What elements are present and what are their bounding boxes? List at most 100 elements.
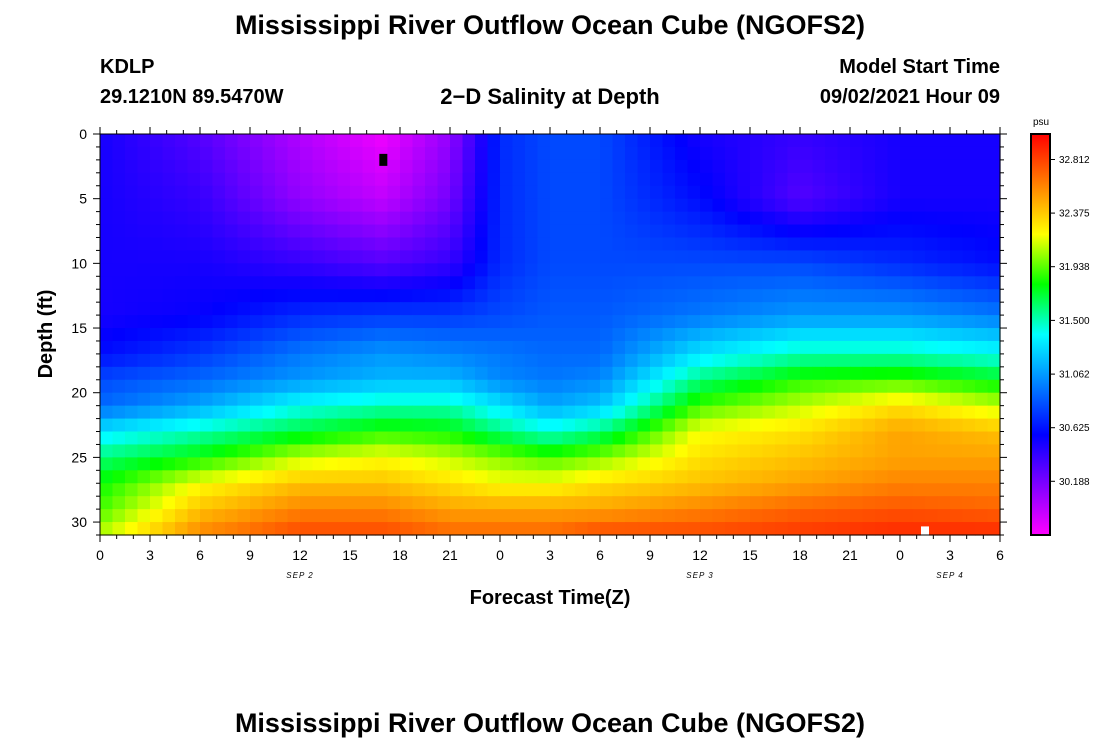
heatmap-cell (462, 146, 476, 161)
heatmap-cell (162, 289, 176, 303)
heatmap-cell (925, 496, 939, 510)
heatmap-cell (762, 159, 776, 174)
heatmap-cell (987, 276, 1001, 290)
heatmap-cell (250, 379, 264, 394)
heatmap-cell (312, 509, 326, 523)
heatmap-cell (487, 315, 501, 329)
heatmap-cell (787, 134, 801, 148)
heatmap-cell (787, 470, 801, 484)
heatmap-cell (500, 172, 514, 187)
heatmap-cell (675, 211, 689, 226)
heatmap-cell (800, 340, 814, 355)
heatmap-cell (312, 457, 326, 471)
heatmap-cell (337, 496, 351, 510)
heatmap-cell (962, 328, 976, 342)
heatmap-cell (150, 185, 164, 200)
heatmap-cell (437, 340, 451, 355)
heatmap-cell (625, 224, 639, 239)
heatmap-cell (362, 522, 376, 536)
heatmap-cell (562, 470, 576, 484)
heatmap-cell (125, 431, 139, 446)
heatmap-cell (950, 392, 964, 407)
heatmap-cell (612, 263, 626, 277)
heatmap-cell (912, 392, 926, 407)
x-tick-label: 0 (96, 547, 104, 563)
heatmap-cell (700, 250, 714, 264)
heatmap-cell (400, 418, 414, 433)
heatmap-cell (750, 509, 764, 523)
heatmap-cell (450, 405, 464, 420)
heatmap-cell (975, 340, 989, 355)
heatmap-cell (812, 366, 826, 381)
heatmap-cell (125, 276, 139, 290)
heatmap-cell (537, 340, 551, 355)
heatmap-cell (175, 496, 189, 510)
heatmap-cell (162, 250, 176, 264)
heatmap-cell (537, 353, 551, 368)
heatmap-cell (200, 159, 214, 174)
heatmap-cell (337, 457, 351, 471)
heatmap-cell (900, 496, 914, 510)
heatmap-cell (812, 146, 826, 161)
heatmap-cell (975, 315, 989, 329)
heatmap-cell (825, 224, 839, 239)
heatmap-cell (412, 496, 426, 510)
heatmap-cell (462, 237, 476, 252)
heatmap-cell (612, 392, 626, 407)
heatmap-cell (275, 392, 289, 407)
heatmap-cell (812, 328, 826, 342)
heatmap-cell (737, 315, 751, 329)
heatmap-cell (512, 315, 526, 329)
heatmap-cell (637, 353, 651, 368)
heatmap-cell (600, 328, 614, 342)
heatmap-cell (750, 172, 764, 187)
heatmap-cell (937, 353, 951, 368)
heatmap-cell (112, 224, 126, 239)
heatmap-cell (887, 134, 901, 148)
heatmap-cell (137, 198, 151, 213)
heatmap-cell (812, 340, 826, 355)
heatmap-cell (837, 263, 851, 277)
heatmap-cell (612, 470, 626, 484)
heatmap-cell (925, 340, 939, 355)
heatmap-cell (537, 250, 551, 264)
heatmap-cell (612, 444, 626, 458)
heatmap-cell (837, 289, 851, 303)
heatmap-cell (275, 146, 289, 161)
heatmap-cell (337, 289, 351, 303)
heatmap-cell (525, 392, 539, 407)
heatmap-cell (112, 146, 126, 161)
heatmap-cell (587, 198, 601, 213)
heatmap-cell (362, 379, 376, 394)
heatmap-cell (512, 302, 526, 316)
heatmap-cell (125, 185, 139, 200)
heatmap-cell (525, 302, 539, 316)
heatmap-cell (100, 418, 114, 433)
heatmap-cell (775, 198, 789, 213)
heatmap-cell (237, 211, 251, 226)
heatmap-cell (600, 237, 614, 252)
heatmap-cell (175, 172, 189, 187)
heatmap-cell (687, 289, 701, 303)
heatmap-cell (200, 353, 214, 368)
heatmap-cell (850, 470, 864, 484)
heatmap-cell (787, 250, 801, 264)
heatmap-cell (875, 418, 889, 433)
heatmap-cell (400, 289, 414, 303)
heatmap-cell (987, 431, 1001, 446)
heatmap-cell (175, 483, 189, 497)
heatmap-cell (687, 496, 701, 510)
heatmap-cell (187, 211, 201, 226)
heatmap-cell (362, 159, 376, 174)
heatmap-cell (437, 134, 451, 148)
heatmap-cell (787, 496, 801, 510)
heatmap-cell (525, 522, 539, 536)
heatmap-cell (962, 146, 976, 161)
heatmap-cell (862, 496, 876, 510)
heatmap-cell (162, 353, 176, 368)
heatmap-cell (875, 198, 889, 213)
heatmap-cell (612, 146, 626, 161)
heatmap-cell (712, 405, 726, 420)
heatmap-cell (712, 263, 726, 277)
